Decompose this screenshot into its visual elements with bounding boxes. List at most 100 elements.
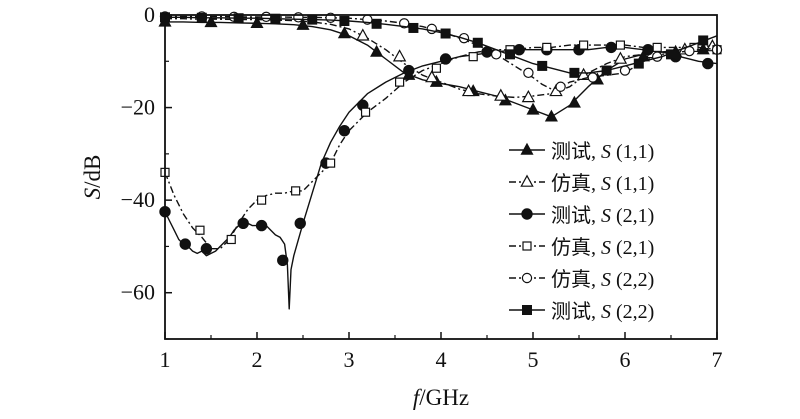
y-tick-label: −60	[121, 280, 155, 305]
data-point	[296, 17, 310, 30]
legend-item: 仿真, S (2,1)	[509, 236, 654, 259]
data-point	[370, 44, 384, 57]
data-point	[440, 28, 451, 39]
legend-label: 仿真, S (2,1)	[551, 236, 654, 259]
legend-marker	[520, 174, 534, 187]
data-point	[523, 67, 534, 79]
data-point	[521, 89, 536, 103]
data-point	[615, 40, 626, 50]
data-point	[587, 72, 599, 83]
legend-marker	[521, 272, 533, 284]
data-point	[233, 13, 244, 24]
data-point	[293, 12, 304, 23]
data-point	[642, 44, 654, 56]
data-point	[195, 225, 205, 235]
x-tick-label: 4	[436, 347, 447, 372]
data-point	[431, 63, 441, 73]
legend-marker	[522, 241, 532, 251]
data-point	[337, 26, 351, 39]
data-point	[250, 16, 264, 29]
x-axis-title-unit: /GHz	[419, 385, 469, 410]
data-point	[291, 186, 301, 196]
data-point	[371, 18, 382, 29]
x-tick-label: 3	[344, 347, 355, 372]
series-line	[165, 15, 717, 90]
y-axis-title-var: S	[80, 187, 105, 199]
data-point	[666, 49, 676, 60]
data-point	[578, 40, 589, 50]
legend-label: 仿真, S (1,1)	[551, 172, 654, 195]
data-point	[360, 107, 371, 117]
data-point	[468, 52, 478, 62]
data-point	[425, 70, 439, 83]
legend-marker	[522, 305, 532, 315]
data-point	[277, 254, 289, 267]
data-point	[204, 15, 218, 28]
series-line	[164, 44, 718, 250]
data-point	[326, 158, 336, 168]
data-point	[356, 28, 370, 41]
data-point	[537, 60, 548, 71]
legend-item: 仿真, S (2,2)	[509, 268, 654, 291]
data-point	[702, 57, 714, 70]
data-point	[461, 83, 476, 97]
x-tick-label: 2	[252, 347, 263, 372]
data-point	[542, 42, 552, 53]
data-point	[200, 243, 213, 255]
legend-label: 测试, S (1,1)	[551, 140, 654, 163]
y-axis-title: S/dB	[80, 155, 105, 200]
legend-marker	[521, 208, 533, 220]
data-point	[544, 109, 558, 122]
legend-label: 仿真, S (2,2)	[551, 268, 654, 291]
legend-item: 测试, S (1,1)	[509, 140, 654, 163]
x-tick-label: 7	[712, 347, 723, 372]
legend-item: 测试, S (2,2)	[509, 300, 654, 323]
x-tick-label: 1	[160, 347, 171, 372]
y-tick-label: −20	[121, 95, 155, 120]
data-point	[226, 234, 236, 245]
legend-background	[503, 136, 711, 333]
data-point	[307, 14, 318, 25]
data-point	[257, 195, 267, 205]
data-point	[196, 12, 207, 23]
data-point	[633, 58, 644, 69]
y-tick-label: −40	[121, 187, 155, 212]
x-axis-title: f/GHz	[413, 385, 469, 410]
data-point	[237, 217, 249, 229]
data-point	[526, 102, 540, 115]
legend-item: 仿真, S (1,1)	[509, 172, 654, 195]
data-point	[408, 22, 419, 33]
data-point	[494, 88, 508, 101]
data-point	[505, 49, 515, 60]
data-point	[567, 95, 581, 108]
legend: 测试, S (1,1) 仿真, S (1,1) 测试, S (2,1) 仿真, S (…	[509, 140, 654, 323]
data-point	[339, 16, 350, 27]
data-point	[613, 51, 628, 64]
x-tick-label: 6	[620, 347, 631, 372]
y-tick-label: 0	[144, 2, 155, 27]
data-point	[698, 35, 709, 46]
data-point	[392, 49, 407, 62]
data-point	[255, 219, 268, 232]
y-axis-title-unit: /dB	[80, 155, 105, 188]
data-point	[652, 42, 662, 53]
data-point	[395, 77, 405, 87]
data-layer	[158, 11, 723, 310]
data-point	[261, 11, 272, 23]
data-point	[472, 37, 483, 48]
x-axis-title-var: f	[413, 385, 423, 410]
data-point	[569, 67, 580, 78]
data-point	[403, 64, 415, 77]
legend-label: 测试, S (2,2)	[551, 300, 654, 323]
legend-item: 测试, S (2,1)	[509, 204, 654, 227]
legend-marker	[520, 142, 534, 155]
x-tick-label: 5	[528, 347, 539, 372]
data-point	[601, 65, 612, 76]
data-point	[294, 217, 306, 229]
ticks: 1 2 3 4 5 6 7 0 −20 −40 −60	[121, 2, 723, 372]
legend-label: 测试, S (2,1)	[551, 204, 654, 227]
data-point	[179, 238, 191, 250]
data-point	[338, 125, 351, 137]
